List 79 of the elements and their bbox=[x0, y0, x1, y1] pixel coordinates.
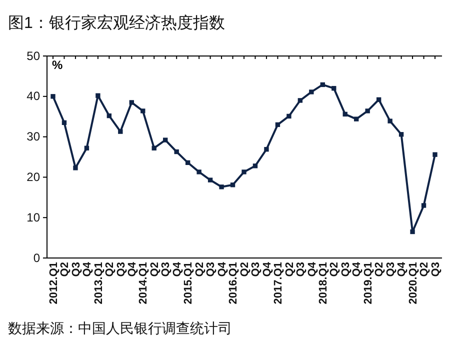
point bbox=[96, 93, 100, 98]
x-tick-label: Q3 bbox=[115, 262, 128, 277]
x-tick-label: Q2 bbox=[418, 262, 431, 277]
point bbox=[242, 170, 246, 174]
y-tick-label: 30 bbox=[26, 130, 40, 144]
y-tick-label: 0 bbox=[33, 250, 40, 265]
x-tick-label: 2015.Q1 bbox=[182, 262, 195, 304]
point bbox=[185, 160, 190, 165]
point bbox=[84, 146, 90, 150]
x-tick-label: 2020.Q1 bbox=[407, 262, 420, 304]
y-tick-label: 20 bbox=[26, 170, 40, 184]
y-tick-label: 10 bbox=[26, 210, 40, 224]
point bbox=[275, 122, 280, 128]
x-tick-label: Q4 bbox=[216, 261, 228, 277]
x-tick-label: Q4 bbox=[171, 261, 184, 277]
point bbox=[264, 146, 269, 152]
source-note: 数据来源：中国人民银行调查统计司 bbox=[8, 320, 232, 336]
x-tick-label: Q3 bbox=[205, 262, 218, 277]
y-tick-label: 50 bbox=[26, 48, 40, 63]
x-tick-label: Q4 bbox=[396, 261, 408, 277]
point bbox=[152, 146, 156, 150]
point bbox=[230, 182, 236, 188]
x-tick-label: Q2 bbox=[328, 262, 341, 277]
point bbox=[320, 82, 325, 88]
point bbox=[376, 97, 382, 102]
point bbox=[208, 178, 213, 182]
x-tick-label: Q2 bbox=[238, 262, 251, 277]
chart-title: 图1：银行家宏观经济热度指数 bbox=[8, 14, 225, 32]
point bbox=[174, 149, 179, 154]
point bbox=[410, 229, 415, 234]
x-tick-label: 2013.Q1 bbox=[92, 262, 105, 304]
x-tick-label: 2014.Q1 bbox=[138, 262, 150, 304]
point bbox=[196, 170, 202, 174]
x-tick-label: Q2 bbox=[104, 262, 116, 277]
point bbox=[73, 166, 78, 170]
x-tick-label: Q4 bbox=[126, 261, 138, 277]
point bbox=[286, 114, 292, 119]
x-tick-label: Q2 bbox=[148, 262, 161, 277]
point bbox=[398, 132, 404, 137]
x-tick-label: Q3 bbox=[384, 262, 397, 277]
point bbox=[298, 98, 303, 103]
x-tick-label: Q4 bbox=[261, 261, 274, 277]
point bbox=[219, 184, 224, 190]
x-tick-label: Q4 bbox=[82, 261, 94, 277]
x-tick-label: Q2 bbox=[284, 262, 296, 277]
point bbox=[106, 113, 112, 118]
x-tick-label: Q3 bbox=[295, 262, 308, 277]
point bbox=[354, 116, 359, 122]
point bbox=[129, 100, 134, 105]
y-axis-title: % bbox=[52, 58, 63, 72]
x-tick-label: 2012.Q1 bbox=[48, 262, 60, 304]
point bbox=[50, 94, 56, 99]
x-tick-label: 2016.Q1 bbox=[228, 262, 240, 304]
x-tick-label: Q3 bbox=[430, 262, 442, 277]
point bbox=[332, 86, 336, 91]
x-tick-label: Q3 bbox=[340, 262, 352, 277]
x-tick-label: Q4 bbox=[351, 261, 364, 277]
point bbox=[342, 112, 348, 117]
x-tick-label: Q3 bbox=[160, 262, 172, 277]
point bbox=[140, 108, 146, 114]
point bbox=[62, 120, 67, 126]
x-tick-label: Q3 bbox=[70, 262, 82, 277]
x-tick-label: Q4 bbox=[306, 261, 318, 277]
point bbox=[118, 129, 123, 134]
x-tick-label: Q2 bbox=[59, 262, 72, 277]
point bbox=[365, 108, 370, 114]
y-tick-label: 40 bbox=[26, 89, 40, 104]
x-tick-label: 2017.Q1 bbox=[272, 262, 285, 304]
x-tick-label: Q3 bbox=[250, 262, 262, 277]
point bbox=[309, 90, 314, 94]
x-tick-label: 2018.Q1 bbox=[317, 262, 330, 304]
point bbox=[388, 118, 392, 124]
x-tick-label: Q2 bbox=[374, 262, 386, 277]
x-tick-label: Q2 bbox=[194, 262, 206, 277]
x-tick-label: 2019.Q1 bbox=[362, 262, 374, 304]
point bbox=[421, 203, 426, 208]
point bbox=[432, 152, 438, 157]
point bbox=[252, 164, 258, 168]
point bbox=[163, 138, 168, 142]
